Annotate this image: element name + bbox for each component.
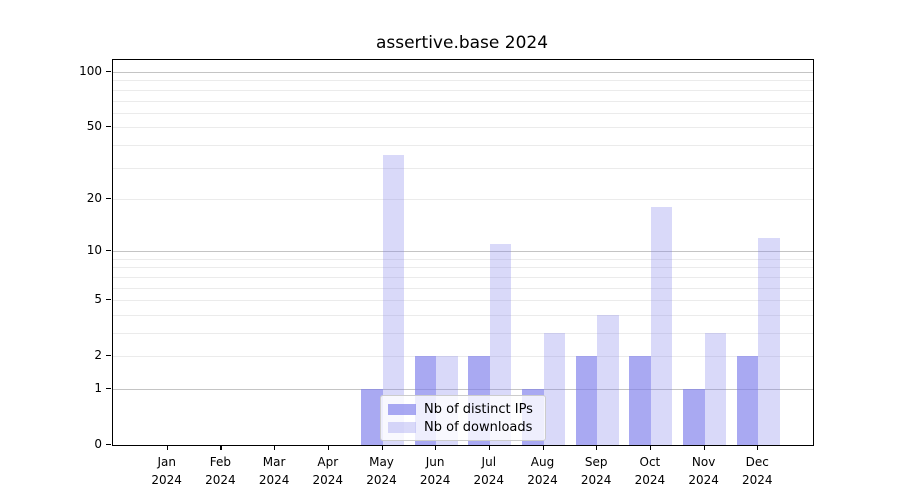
legend-item-downloads: Nb of downloads xyxy=(381,420,545,435)
x-tick-mark-nov xyxy=(703,445,705,450)
y-tick-label-0: 0 xyxy=(94,437,102,451)
x-tick-label-jan-2024: Jan 2024 xyxy=(151,455,182,487)
gridline-major-10 xyxy=(113,251,813,253)
x-tick-label-aug-2024: Aug 2024 xyxy=(527,455,558,487)
x-tick-label-may-2024: May 2024 xyxy=(366,455,397,487)
x-tick-label-dec-2024: Dec 2024 xyxy=(742,455,773,487)
gridline-minor-20 xyxy=(113,198,813,200)
x-tick-mark-mar xyxy=(274,445,276,450)
y-tick-mark-20 xyxy=(106,197,111,200)
y-tick-label-5: 5 xyxy=(94,292,102,307)
x-tick-mark-feb xyxy=(220,445,222,450)
x-tick-mark-sep xyxy=(596,445,598,450)
y-tick-mark-1 xyxy=(106,388,111,390)
y-tick-label-1: 1 xyxy=(94,381,102,395)
legend-item-distinct-ips: Nb of distinct IPs xyxy=(381,402,545,417)
x-tick-label-nov-2024: Nov 2024 xyxy=(688,455,719,487)
x-tick-mark-dec xyxy=(757,445,759,450)
gridline-minor-4 xyxy=(113,314,813,316)
y-tick-label-10: 10 xyxy=(86,243,102,258)
bar-nb-of-downloads-nov-2024 xyxy=(704,333,727,445)
y-tick-label-20: 20 xyxy=(86,190,102,205)
bar-nb-of-downloads-oct-2024 xyxy=(650,207,673,445)
x-tick-mark-apr xyxy=(327,445,329,450)
x-tick-mark-jan xyxy=(166,445,168,450)
gridline-minor-8 xyxy=(113,267,813,269)
bar-nb-of-downloads-dec-2024 xyxy=(758,237,780,445)
y-tick-label-2: 2 xyxy=(94,348,102,363)
y-tick-mark-50 xyxy=(106,126,111,128)
x-tick-label-jul-2024: Jul 2024 xyxy=(473,455,505,487)
legend: Nb of distinct IPs Nb of downloads xyxy=(380,395,546,441)
y-tick-label-100: 100 xyxy=(79,64,102,78)
gridline-minor-60 xyxy=(113,112,813,114)
x-tick-label-jun-2024: Jun 2024 xyxy=(419,455,451,487)
legend-label-distinct-ips: Nb of distinct IPs xyxy=(424,401,533,417)
bar-nb-of-downloads-sep-2024 xyxy=(597,314,619,445)
x-tick-label-mar-2024: Mar 2024 xyxy=(258,455,290,487)
gridline-minor-50 xyxy=(113,127,813,129)
gridline-minor-5 xyxy=(113,300,813,302)
x-tick-label-feb-2024: Feb 2024 xyxy=(205,455,236,487)
x-tick-mark-jul xyxy=(488,445,490,450)
gridline-minor-7 xyxy=(113,276,813,278)
bar-nb-of-distinct-ips-sep-2024 xyxy=(575,356,598,445)
chart-title: assertive.base 2024 xyxy=(375,33,549,53)
x-tick-mark-oct xyxy=(649,445,652,450)
gridline-minor-3 xyxy=(113,333,813,334)
gridline-minor-2 xyxy=(113,356,813,358)
bar-nb-of-downloads-jul-2024 xyxy=(489,244,512,445)
bar-nb-of-distinct-ips-may-2024 xyxy=(361,389,383,445)
x-tick-label-apr-2024: Apr 2024 xyxy=(312,455,344,487)
y-tick-mark-0 xyxy=(106,444,111,446)
legend-swatch-distinct-ips xyxy=(388,403,416,415)
x-tick-mark-may xyxy=(381,445,383,450)
gridline-major-1 xyxy=(113,389,813,390)
x-tick-label-sep-2024: Sep 2024 xyxy=(580,455,612,487)
gridline-major-100 xyxy=(113,72,813,73)
bar-nb-of-distinct-ips-nov-2024 xyxy=(683,389,705,445)
y-tick-label-50: 50 xyxy=(86,119,102,134)
x-tick-label-oct-2024: Oct 2024 xyxy=(634,455,666,487)
gridline-minor-80 xyxy=(113,89,813,91)
gridline-minor-6 xyxy=(113,287,813,289)
gridline-minor-70 xyxy=(113,100,813,102)
bar-nb-of-downloads-may-2024 xyxy=(382,155,404,445)
bar-nb-of-downloads-aug-2024 xyxy=(543,333,565,445)
bar-nb-of-distinct-ips-oct-2024 xyxy=(629,356,651,445)
gridline-minor-40 xyxy=(113,144,813,146)
legend-swatch-downloads xyxy=(388,421,416,433)
gridline-minor-30 xyxy=(113,167,813,169)
y-tick-mark-2 xyxy=(106,355,111,357)
y-tick-mark-100 xyxy=(106,71,111,73)
y-tick-mark-10 xyxy=(106,250,111,252)
x-tick-mark-jun xyxy=(435,445,437,450)
gridline-minor-90 xyxy=(113,80,813,82)
y-tick-mark-5 xyxy=(106,299,111,301)
plot-area: Nb of distinct IPs Nb of downloads xyxy=(112,59,814,446)
gridline-minor-9 xyxy=(113,258,813,260)
x-tick-mark-aug xyxy=(542,445,544,450)
bar-nb-of-distinct-ips-dec-2024 xyxy=(736,356,759,445)
legend-label-downloads: Nb of downloads xyxy=(424,419,533,435)
